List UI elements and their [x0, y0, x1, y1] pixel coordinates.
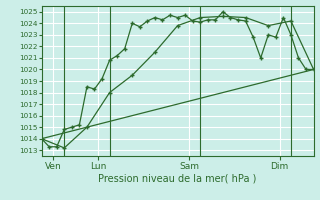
X-axis label: Pression niveau de la mer( hPa ): Pression niveau de la mer( hPa )	[99, 173, 257, 183]
